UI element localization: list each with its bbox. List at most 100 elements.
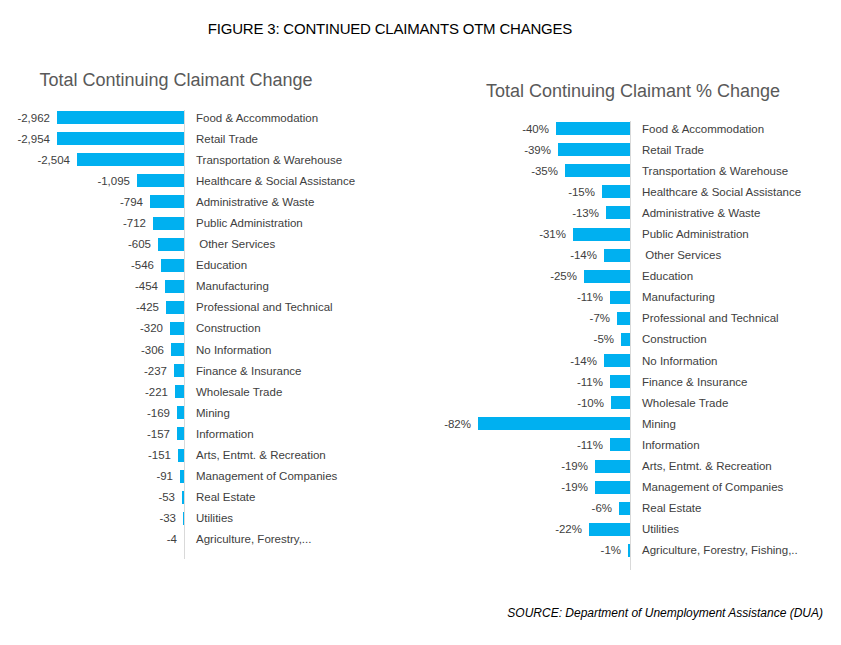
bar-row: -14% Other Services — [430, 245, 801, 266]
category-label: Agriculture, Forestry, Fishing,.. — [642, 544, 798, 556]
bar — [183, 512, 184, 525]
category-label: Public Administration — [642, 228, 749, 240]
bar-left-part: -221 — [0, 385, 184, 398]
bar-row: -11%Information — [430, 434, 801, 455]
bar-left-part: -454 — [0, 280, 184, 293]
bar-row: -2,504Transportation & Warehouse — [0, 149, 355, 170]
category-label: Education — [642, 270, 693, 282]
category-label: Utilities — [642, 523, 679, 535]
bar-row: -5%Construction — [430, 329, 801, 350]
bar-row: -15%Healthcare & Social Assistance — [430, 181, 801, 202]
bar-row: -794Administrative & Waste — [0, 191, 355, 212]
bar — [595, 460, 630, 473]
bar-value-label: -320 — [140, 322, 163, 334]
bar-left-part: -14% — [430, 249, 630, 262]
bar-row: -546Education — [0, 255, 355, 276]
bar-value-label: -53 — [158, 491, 175, 503]
bar-left-part: -306 — [0, 343, 184, 356]
bar — [595, 481, 630, 494]
bar-left-part: -605 — [0, 238, 184, 251]
bar-value-label: -6% — [592, 502, 612, 514]
bar-left-part: -39% — [430, 143, 630, 156]
bar-left-part: -19% — [430, 481, 630, 494]
bar-left-part: -11% — [430, 375, 630, 388]
bar-left-part: -5% — [430, 333, 630, 346]
bar-value-label: -91 — [156, 470, 173, 482]
bar-row: -1,095 Healthcare & Social Assistance — [0, 170, 355, 191]
bar-value-label: -39% — [524, 144, 551, 156]
category-label: Real Estate — [642, 502, 701, 514]
category-label: Healthcare & Social Assistance — [196, 175, 355, 187]
bar-row: -25% Education — [430, 266, 801, 287]
bar-left-part: -4 — [0, 533, 184, 546]
bar-left-part: -6% — [430, 502, 630, 515]
bar-rows: -40%Food & Accommodation-39%Retail Trade… — [430, 118, 801, 561]
bar — [589, 523, 630, 536]
bar — [610, 291, 630, 304]
bar-row: -169Mining — [0, 402, 355, 423]
bar-value-label: -2,954 — [17, 133, 50, 145]
bar-row: -91 Management of Companies — [0, 466, 355, 487]
bar — [166, 301, 184, 314]
chart-total-change: Total Continuing Claimant Change -2,962F… — [0, 66, 420, 566]
bar — [177, 406, 184, 419]
bar — [556, 122, 630, 135]
bar-row: -14% No Information — [430, 350, 801, 371]
category-label: Retail Trade — [642, 144, 704, 156]
category-label: Finance & Insurance — [642, 376, 747, 388]
category-label: Education — [196, 259, 247, 271]
bar-left-part: -1% — [430, 544, 630, 557]
bar-left-part: -237 — [0, 364, 184, 377]
category-label: Other Services — [196, 238, 275, 250]
bar-value-label: -10% — [577, 397, 604, 409]
bar — [573, 228, 630, 241]
category-label: Information — [196, 428, 254, 440]
category-label: Information — [642, 439, 700, 451]
bar-value-label: -14% — [570, 355, 597, 367]
category-label: Management of Companies — [196, 470, 337, 482]
bar-left-part: -11% — [430, 291, 630, 304]
bar — [57, 132, 184, 145]
bar-left-part: -7% — [430, 312, 630, 325]
bar-row: -31%Public Administration — [430, 223, 801, 244]
bar — [621, 333, 630, 346]
bar-row: -11% Finance & Insurance — [430, 371, 801, 392]
bar — [175, 385, 184, 398]
chart-title: Total Continuing Claimant % Change — [430, 81, 836, 102]
bar-row: -2,962Food & Accommodation — [0, 107, 355, 128]
bar-value-label: -22% — [555, 523, 582, 535]
bar-value-label: -25% — [550, 270, 577, 282]
bar-row: -22% Utilities — [430, 519, 801, 540]
category-label: Wholesale Trade — [642, 397, 728, 409]
bar-value-label: -237 — [144, 365, 167, 377]
chart-percent-change: Total Continuing Claimant % Change -40%F… — [430, 77, 841, 577]
category-label: Public Administration — [196, 217, 303, 229]
bar — [137, 174, 184, 187]
bar-value-label: -454 — [135, 280, 158, 292]
bar-row: -237 Finance & Insurance — [0, 360, 355, 381]
bar — [611, 396, 630, 409]
category-label: Professional and Technical — [642, 312, 779, 324]
bar-row: -454 Manufacturing — [0, 276, 355, 297]
bar-value-label: -11% — [577, 291, 603, 303]
bar-row: -4Agriculture, Forestry,... — [0, 529, 355, 550]
category-label: Construction — [196, 322, 261, 334]
category-label: Healthcare & Social Assistance — [642, 186, 801, 198]
bar-value-label: -1,095 — [97, 175, 130, 187]
figure-title: FIGURE 3: CONTINUED CLAIMANTS OTM CHANGE… — [0, 20, 780, 37]
bar-left-part: -91 — [0, 470, 184, 483]
bar-row: -35%Transportation & Warehouse — [430, 160, 801, 181]
bar-value-label: -13% — [572, 207, 599, 219]
bar — [602, 185, 630, 198]
category-label: No Information — [642, 355, 717, 367]
bar — [170, 322, 184, 335]
bar-value-label: -7% — [590, 312, 610, 324]
category-label: Finance & Insurance — [196, 365, 301, 377]
bar-left-part: -14% — [430, 354, 630, 367]
bar-left-part: -2,954 — [0, 132, 184, 145]
bar — [584, 270, 630, 283]
bar-left-part: -53 — [0, 491, 184, 504]
bar-value-label: -169 — [147, 407, 170, 419]
category-label: Manufacturing — [196, 280, 269, 292]
bar-row: -6% Real Estate — [430, 498, 801, 519]
